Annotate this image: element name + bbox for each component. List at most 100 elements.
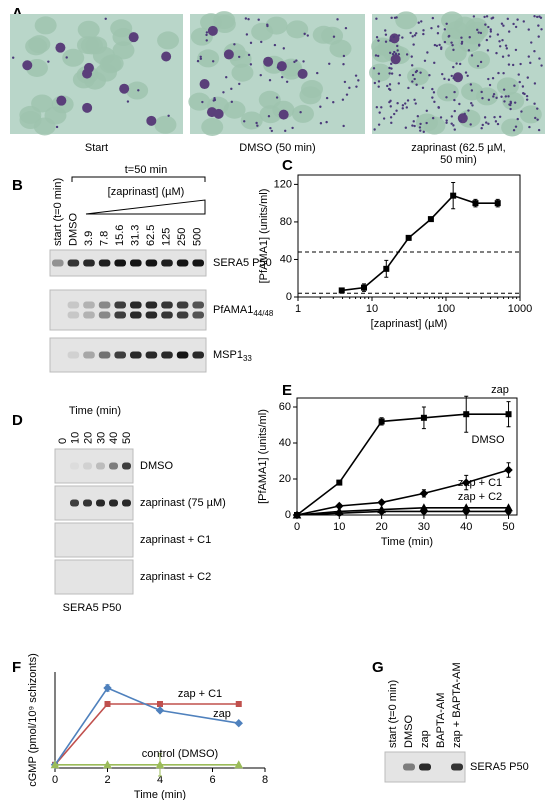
- blot-label: DMSO: [140, 460, 173, 472]
- x-tick-label: 0: [52, 774, 58, 786]
- merozoite: [404, 102, 407, 105]
- merozoite: [55, 125, 59, 129]
- gradient-triangle: [85, 199, 206, 215]
- merozoite: [373, 128, 376, 131]
- schizont: [83, 62, 94, 73]
- merozoite: [392, 35, 396, 38]
- x-tick-label: 40: [460, 521, 472, 533]
- merozoite: [419, 122, 422, 126]
- merozoite: [507, 54, 510, 57]
- merozoite: [428, 74, 431, 77]
- merozoite: [260, 40, 263, 44]
- merozoite: [384, 40, 388, 43]
- merozoite: [525, 94, 529, 98]
- lane-label: zap: [419, 730, 431, 748]
- schizont: [161, 51, 172, 62]
- band: [114, 259, 126, 267]
- merozoite: [316, 71, 319, 75]
- cell: [28, 35, 51, 54]
- merozoite: [409, 31, 412, 35]
- merozoite: [500, 95, 503, 98]
- y-tick-label: 0: [285, 509, 291, 521]
- y-axis-label: [PfAMA1] (units/ml): [258, 189, 270, 284]
- cell: [154, 115, 177, 134]
- marker: [505, 508, 512, 515]
- merozoite: [328, 62, 331, 66]
- band: [161, 351, 173, 359]
- concentration-label: [zaprinast] (µM): [108, 186, 185, 198]
- merozoite: [445, 96, 448, 99]
- cell: [34, 16, 57, 35]
- merozoite: [377, 123, 381, 126]
- merozoite: [422, 29, 425, 32]
- merozoite: [405, 53, 409, 56]
- cell: [251, 22, 274, 41]
- cell: [407, 67, 430, 86]
- merozoite: [502, 88, 506, 91]
- merozoite: [481, 123, 484, 127]
- series-label: zap + C2: [458, 491, 502, 503]
- band: [192, 351, 204, 359]
- merozoite: [516, 117, 519, 121]
- marker: [157, 701, 163, 707]
- merozoite: [325, 120, 328, 124]
- lane-label: 250: [176, 228, 188, 246]
- merozoite: [413, 124, 416, 128]
- merozoite: [384, 29, 387, 32]
- schizont: [223, 49, 234, 60]
- merozoite: [405, 106, 409, 109]
- blot: [54, 448, 134, 484]
- series-line: [296, 510, 509, 516]
- merozoite: [196, 59, 200, 63]
- band: [83, 462, 92, 470]
- merozoite: [404, 126, 408, 129]
- series-label: DMSO: [472, 434, 505, 446]
- band: [192, 259, 204, 267]
- merozoite: [453, 90, 456, 94]
- lane-label: 62.5: [145, 225, 157, 246]
- merozoite: [393, 16, 397, 19]
- merozoite: [245, 33, 249, 36]
- merozoite: [460, 40, 464, 44]
- series-label: control (DMSO): [142, 748, 218, 760]
- blot: [49, 289, 207, 331]
- merozoite: [470, 102, 473, 105]
- merozoite: [484, 23, 487, 26]
- marker: [405, 234, 412, 241]
- merozoite: [533, 50, 536, 53]
- cell: [395, 11, 418, 30]
- merozoite: [450, 74, 453, 78]
- merozoite: [539, 16, 543, 20]
- merozoite: [487, 98, 491, 101]
- merozoite: [343, 80, 347, 84]
- merozoite: [455, 62, 458, 65]
- subscript: 33: [243, 354, 252, 363]
- merozoite: [540, 28, 543, 31]
- merozoite: [377, 72, 381, 75]
- band: [130, 301, 142, 309]
- merozoite: [497, 71, 500, 75]
- schizont: [22, 60, 33, 71]
- merozoite: [319, 105, 322, 108]
- band: [145, 351, 158, 359]
- merozoite: [342, 63, 345, 66]
- band: [419, 763, 431, 771]
- merozoite: [537, 24, 540, 27]
- merozoite: [514, 125, 518, 128]
- lane-label: 3.9: [83, 231, 95, 246]
- cell: [369, 63, 392, 82]
- marker: [155, 706, 165, 715]
- marker: [504, 465, 513, 475]
- band: [83, 351, 95, 359]
- merozoite: [213, 97, 216, 100]
- merozoite: [533, 102, 536, 105]
- blot: [54, 522, 134, 558]
- protein: SERA5 P50: [213, 257, 272, 269]
- merozoite: [295, 59, 298, 62]
- merozoite: [344, 26, 348, 30]
- merozoite: [452, 124, 455, 127]
- merozoite: [516, 18, 519, 21]
- merozoite: [519, 62, 522, 66]
- merozoite: [342, 124, 345, 128]
